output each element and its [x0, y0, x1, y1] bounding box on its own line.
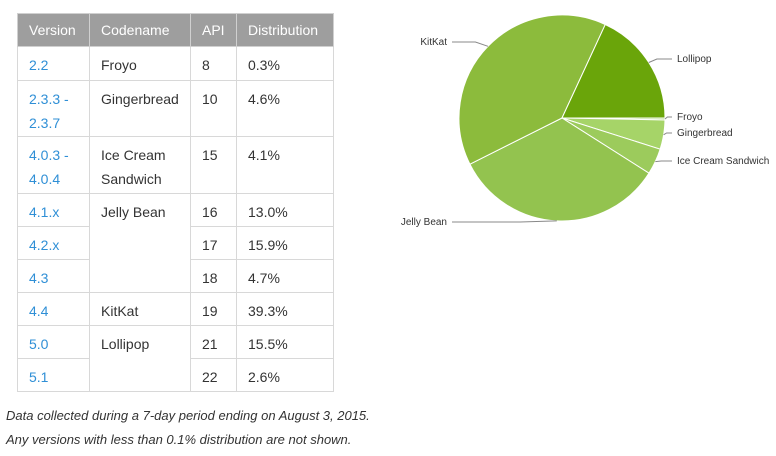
distribution-cell: 4.6% [236, 80, 334, 137]
footnote-min-distribution: Any versions with less than 0.1% distrib… [6, 432, 352, 447]
table-row: 4.1.x Jelly Bean 16 13.0% [17, 193, 334, 293]
slice-label-ice-cream-sandwich: Ice Cream Sandwich [677, 156, 769, 167]
codename-cell: Froyo [89, 46, 191, 81]
api-cell: 8 [190, 46, 237, 81]
slice-label-kitkat: KitKat [420, 37, 447, 48]
table-header-row: Version Codename API Distribution [17, 13, 334, 47]
table-row: 5.1 22 2.6% [17, 358, 334, 392]
api-cell: 22 [190, 358, 237, 392]
distribution-pie-chart: Froyo Gingerbread Ice Cream Sandwich Jelly … [401, 14, 769, 228]
leader-line-ice-cream-sandwich [655, 160, 672, 163]
api-cell: 19 [190, 292, 237, 326]
distribution-cell: 15.5% [236, 325, 334, 359]
distribution-cell: 13.0% [236, 193, 334, 227]
api-cell: 21 [190, 325, 237, 359]
codename-cell: Jelly Bean [89, 193, 191, 293]
leader-line-jelly-bean [452, 220, 557, 223]
table-row: 5.0 Lollipop 21 15.5% [17, 325, 334, 392]
table-row: 2.2 Froyo 8 0.3% [17, 46, 334, 81]
version-cell[interactable]: 4.2.x [17, 226, 90, 260]
distribution-table: Version Codename API Distribution 2.2 Fr… [17, 13, 334, 392]
header-version: Version [17, 13, 90, 47]
codename-cell: Ice Cream Sandwich [89, 136, 191, 194]
table-row: 4.4 KitKat 19 39.3% [17, 292, 334, 326]
distribution-cell: 2.6% [236, 358, 334, 392]
version-cell[interactable]: 4.3 [17, 259, 90, 293]
distribution-cell: 15.9% [236, 226, 334, 260]
table-row: 4.2.x 17 15.9% [17, 226, 334, 260]
pie-slice-lollipop [561, 23, 666, 119]
version-cell[interactable]: 4.4 [17, 292, 90, 326]
api-cell: 16 [190, 193, 237, 227]
codename-cell: Gingerbread [89, 80, 191, 137]
distribution-cell: 4.7% [236, 259, 334, 293]
version-cell[interactable]: 2.3.3 - 2.3.7 [17, 80, 90, 137]
leader-line-froyo [664, 116, 672, 120]
slice-label-gingerbread: Gingerbread [677, 128, 733, 139]
codename-cell: Lollipop [89, 325, 191, 392]
api-cell: 18 [190, 259, 237, 293]
header-distribution: Distribution [236, 13, 334, 47]
version-cell[interactable]: 5.0 [17, 325, 90, 359]
distribution-cell: 0.3% [236, 46, 334, 81]
api-cell: 15 [190, 136, 237, 194]
leader-line-kitkat [452, 41, 489, 47]
slice-label-froyo: Froyo [677, 112, 703, 123]
footnote-data-collected: Data collected during a 7-day period end… [6, 408, 370, 423]
version-cell[interactable]: 4.0.3 - 4.0.4 [17, 136, 90, 194]
api-cell: 17 [190, 226, 237, 260]
version-cell[interactable]: 4.1.x [17, 193, 90, 227]
header-api: API [190, 13, 237, 47]
slice-label-lollipop: Lollipop [677, 54, 712, 65]
table-row: 4.0.3 - 4.0.4 Ice Cream Sandwich 15 4.1% [17, 136, 334, 194]
leader-line-lollipop [648, 58, 672, 63]
version-cell[interactable]: 2.2 [17, 46, 90, 81]
api-cell: 10 [190, 80, 237, 137]
header-codename: Codename [89, 13, 191, 47]
leader-line-gingerbread [663, 132, 672, 136]
codename-cell: KitKat [89, 292, 191, 326]
pie-slice-kitkat [458, 14, 606, 165]
table-row: 4.3 18 4.7% [17, 259, 334, 293]
version-cell[interactable]: 5.1 [17, 358, 90, 392]
distribution-cell: 39.3% [236, 292, 334, 326]
distribution-cell: 4.1% [236, 136, 334, 194]
pie-slice-jelly-bean [469, 117, 650, 222]
table-row: 2.3.3 - 2.3.7 Gingerbread 10 4.6% [17, 80, 334, 137]
slice-label-jelly-bean: Jelly Bean [401, 217, 447, 228]
